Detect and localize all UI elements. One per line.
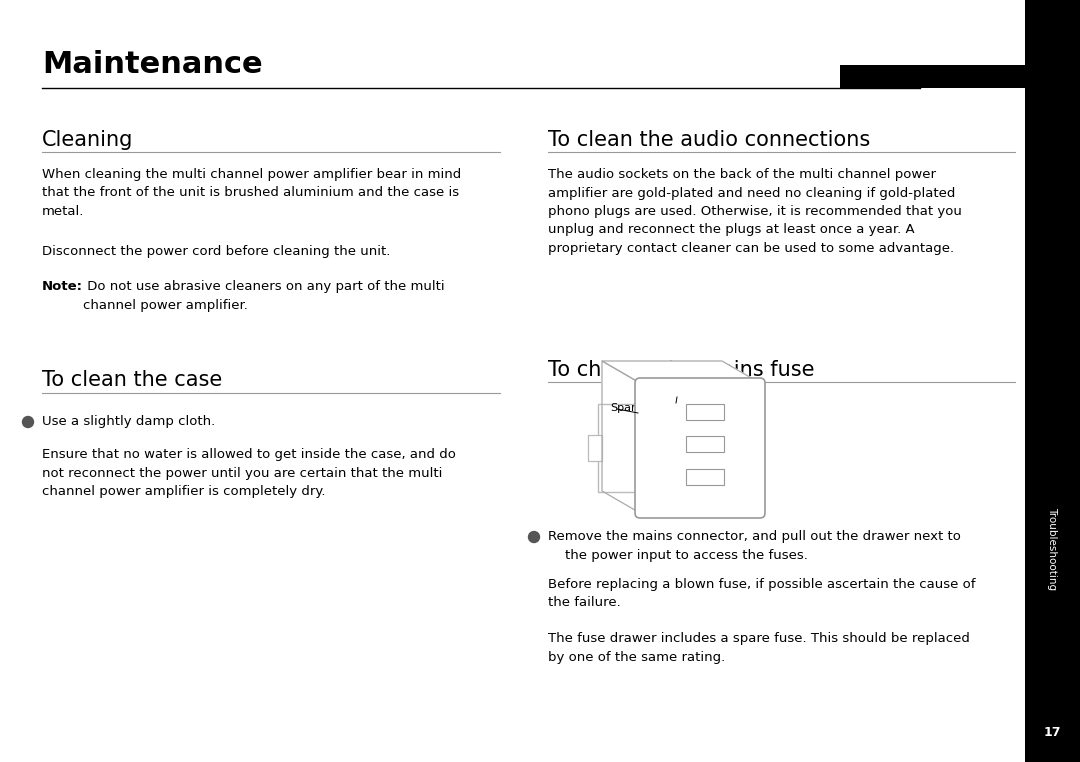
Text: The audio sockets on the back of the multi channel power
amplifier are gold-plat: The audio sockets on the back of the mul… — [548, 168, 962, 255]
Bar — [686, 436, 724, 452]
Polygon shape — [602, 361, 640, 513]
Text: Fuse: Fuse — [657, 387, 683, 397]
Text: Note:: Note: — [42, 280, 83, 293]
Text: Spare: Spare — [610, 403, 643, 413]
Text: Maintenance: Maintenance — [42, 50, 262, 79]
Text: To clean the audio connections: To clean the audio connections — [548, 130, 870, 150]
Text: Troubleshooting: Troubleshooting — [1048, 507, 1057, 591]
Text: Disconnect the power cord before cleaning the unit.: Disconnect the power cord before cleanin… — [42, 245, 390, 258]
Text: The fuse drawer includes a spare fuse. This should be replaced
by one of the sam: The fuse drawer includes a spare fuse. T… — [548, 632, 970, 664]
Bar — [840, 65, 1025, 88]
Text: Ensure that no water is allowed to get inside the case, and do
not reconnect the: Ensure that no water is allowed to get i… — [42, 448, 456, 498]
Bar — [598, 404, 636, 492]
Text: 17: 17 — [1043, 725, 1062, 738]
Text: Do not use abrasive cleaners on any part of the multi
channel power amplifier.: Do not use abrasive cleaners on any part… — [83, 280, 445, 312]
Text: To change the mains fuse: To change the mains fuse — [548, 360, 814, 380]
Text: When cleaning the multi channel power amplifier bear in mind
that the front of t: When cleaning the multi channel power am… — [42, 168, 461, 218]
Text: Cleaning: Cleaning — [42, 130, 133, 150]
Text: Before replacing a blown fuse, if possible ascertain the cause of
the failure.: Before replacing a blown fuse, if possib… — [548, 578, 975, 610]
Text: To clean the case: To clean the case — [42, 370, 222, 390]
Text: Use a slightly damp cloth.: Use a slightly damp cloth. — [42, 415, 215, 428]
Bar — [686, 469, 724, 485]
Bar — [1025, 0, 1080, 762]
Circle shape — [23, 417, 33, 427]
Circle shape — [528, 532, 540, 543]
Text: Remove the mains connector, and pull out the drawer next to
    the power input : Remove the mains connector, and pull out… — [548, 530, 961, 562]
FancyBboxPatch shape — [635, 378, 765, 518]
Bar — [686, 404, 724, 420]
Bar — [588, 435, 602, 461]
Polygon shape — [602, 361, 760, 383]
